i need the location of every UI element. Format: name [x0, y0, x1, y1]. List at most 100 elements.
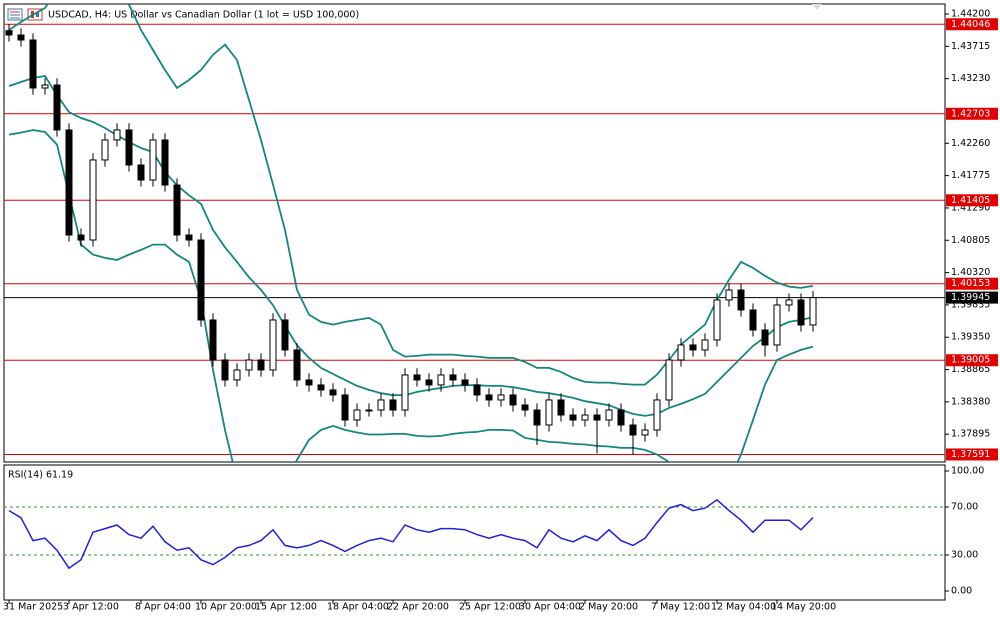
candle-body: [245, 359, 253, 371]
y-tick-label: 1.42260: [951, 138, 990, 149]
candle-body: [593, 414, 601, 421]
candle-body: [641, 429, 649, 436]
candle-body: [329, 389, 337, 396]
candle-body: [557, 399, 565, 416]
candle-body: [545, 399, 553, 426]
candle-body: [713, 299, 721, 341]
candle-body: [521, 404, 529, 411]
x-tick-label: 22 Apr 20:00: [387, 602, 449, 613]
rsi-title: RSI(14) 61.19: [8, 470, 73, 481]
candle-body: [173, 184, 181, 236]
x-tick-label: 7 May 12:00: [651, 602, 710, 613]
candle-body: [473, 384, 481, 396]
candle-body: [17, 34, 25, 41]
rsi-y-tick-label: 70.00: [951, 502, 978, 513]
candle-body: [365, 409, 373, 412]
candle-body: [293, 349, 301, 381]
candle-body: [41, 84, 49, 89]
candle-body: [485, 394, 493, 401]
level-label: 1.39005: [951, 355, 990, 366]
shift-marker: [812, 4, 822, 10]
candle-body: [749, 309, 757, 331]
candle-body: [725, 289, 733, 301]
level-box: [946, 354, 998, 367]
candle-body: [497, 394, 505, 401]
level-box: [946, 107, 998, 120]
rsi-y-tick-label: 100.00: [951, 466, 984, 477]
candle-body: [353, 409, 361, 421]
candle-body: [89, 159, 97, 241]
candle-body: [149, 139, 157, 181]
candle-body: [221, 359, 229, 381]
x-tick-label: 10 Apr 20:00: [195, 602, 257, 613]
level-label: 1.42703: [951, 108, 990, 119]
level-box: [946, 18, 998, 31]
candle-body: [125, 129, 133, 166]
candle-body: [29, 39, 37, 89]
y-tick-label: 1.39835: [951, 299, 990, 310]
level-box: [946, 448, 998, 461]
candle-body: [137, 164, 145, 181]
y-tick-label: 1.41775: [951, 170, 990, 181]
rsi-y-tick-label: 30.00: [951, 550, 978, 561]
candle-body: [425, 379, 433, 386]
candle-body: [449, 374, 457, 381]
rsi-panel: [3, 464, 946, 601]
level-label: 1.40153: [951, 278, 990, 289]
candle-body: [53, 84, 61, 131]
candle-body: [101, 139, 109, 161]
candle-body: [569, 414, 577, 421]
level-label: 1.37591: [951, 449, 990, 460]
candle-body: [581, 414, 589, 421]
current-price-box: [946, 291, 998, 304]
candle-body: [653, 399, 661, 431]
x-tick-label: 15 Apr 12:00: [255, 602, 317, 613]
y-tick-label: 1.38865: [951, 364, 990, 375]
candle-body: [233, 369, 241, 381]
candle-body: [5, 30, 13, 36]
rsi-plot: [4, 498, 945, 570]
candle-body: [761, 329, 769, 346]
candle-body: [401, 374, 409, 411]
rsi-y-tick-label: 0.00: [951, 586, 972, 597]
y-tick-label: 1.41290: [951, 202, 990, 213]
x-tick-label: 2 May 20:00: [579, 602, 638, 613]
level-box: [946, 194, 998, 207]
candle-body: [677, 344, 685, 361]
x-tick-label: 14 May 20:00: [771, 602, 836, 613]
x-tick-label: 12 May 04:00: [711, 602, 776, 613]
candle-body: [509, 394, 517, 406]
candle-body: [437, 374, 445, 386]
candle-body: [785, 299, 793, 306]
y-tick-label: 1.43715: [951, 41, 990, 52]
x-tick-label: 3 Apr 12:00: [63, 602, 119, 613]
x-tick-label: 18 Apr 04:00: [327, 602, 389, 613]
candle-body: [209, 319, 217, 361]
y-tick-label: 1.40320: [951, 267, 990, 278]
candle-body: [665, 359, 673, 401]
candle-body: [701, 339, 709, 351]
x-tick-label: 31 Mar 2025: [3, 602, 63, 613]
candle-body: [461, 379, 469, 386]
candle-body: [617, 409, 625, 426]
candle-body: [533, 409, 541, 426]
candle-body: [341, 394, 349, 421]
candle-body: [377, 399, 385, 411]
x-tick-label: 8 Apr 04:00: [135, 602, 191, 613]
candle-body: [65, 129, 73, 236]
candle-body: [185, 234, 193, 241]
rsi-line: [8, 498, 814, 570]
candle-body: [689, 344, 697, 351]
candle-body: [161, 139, 169, 186]
candle-body: [809, 297, 817, 326]
candle-body: [605, 409, 613, 421]
candle-body: [269, 319, 277, 371]
y-tick-label: 1.38380: [951, 396, 990, 407]
candle-body: [317, 384, 325, 391]
y-tick-label: 1.44200: [951, 8, 990, 19]
y-tick-label: 1.43230: [951, 73, 990, 84]
candle-body: [389, 399, 397, 411]
x-tick-label: 30 Apr 04:00: [519, 602, 581, 613]
y-tick-label: 1.40805: [951, 235, 990, 246]
